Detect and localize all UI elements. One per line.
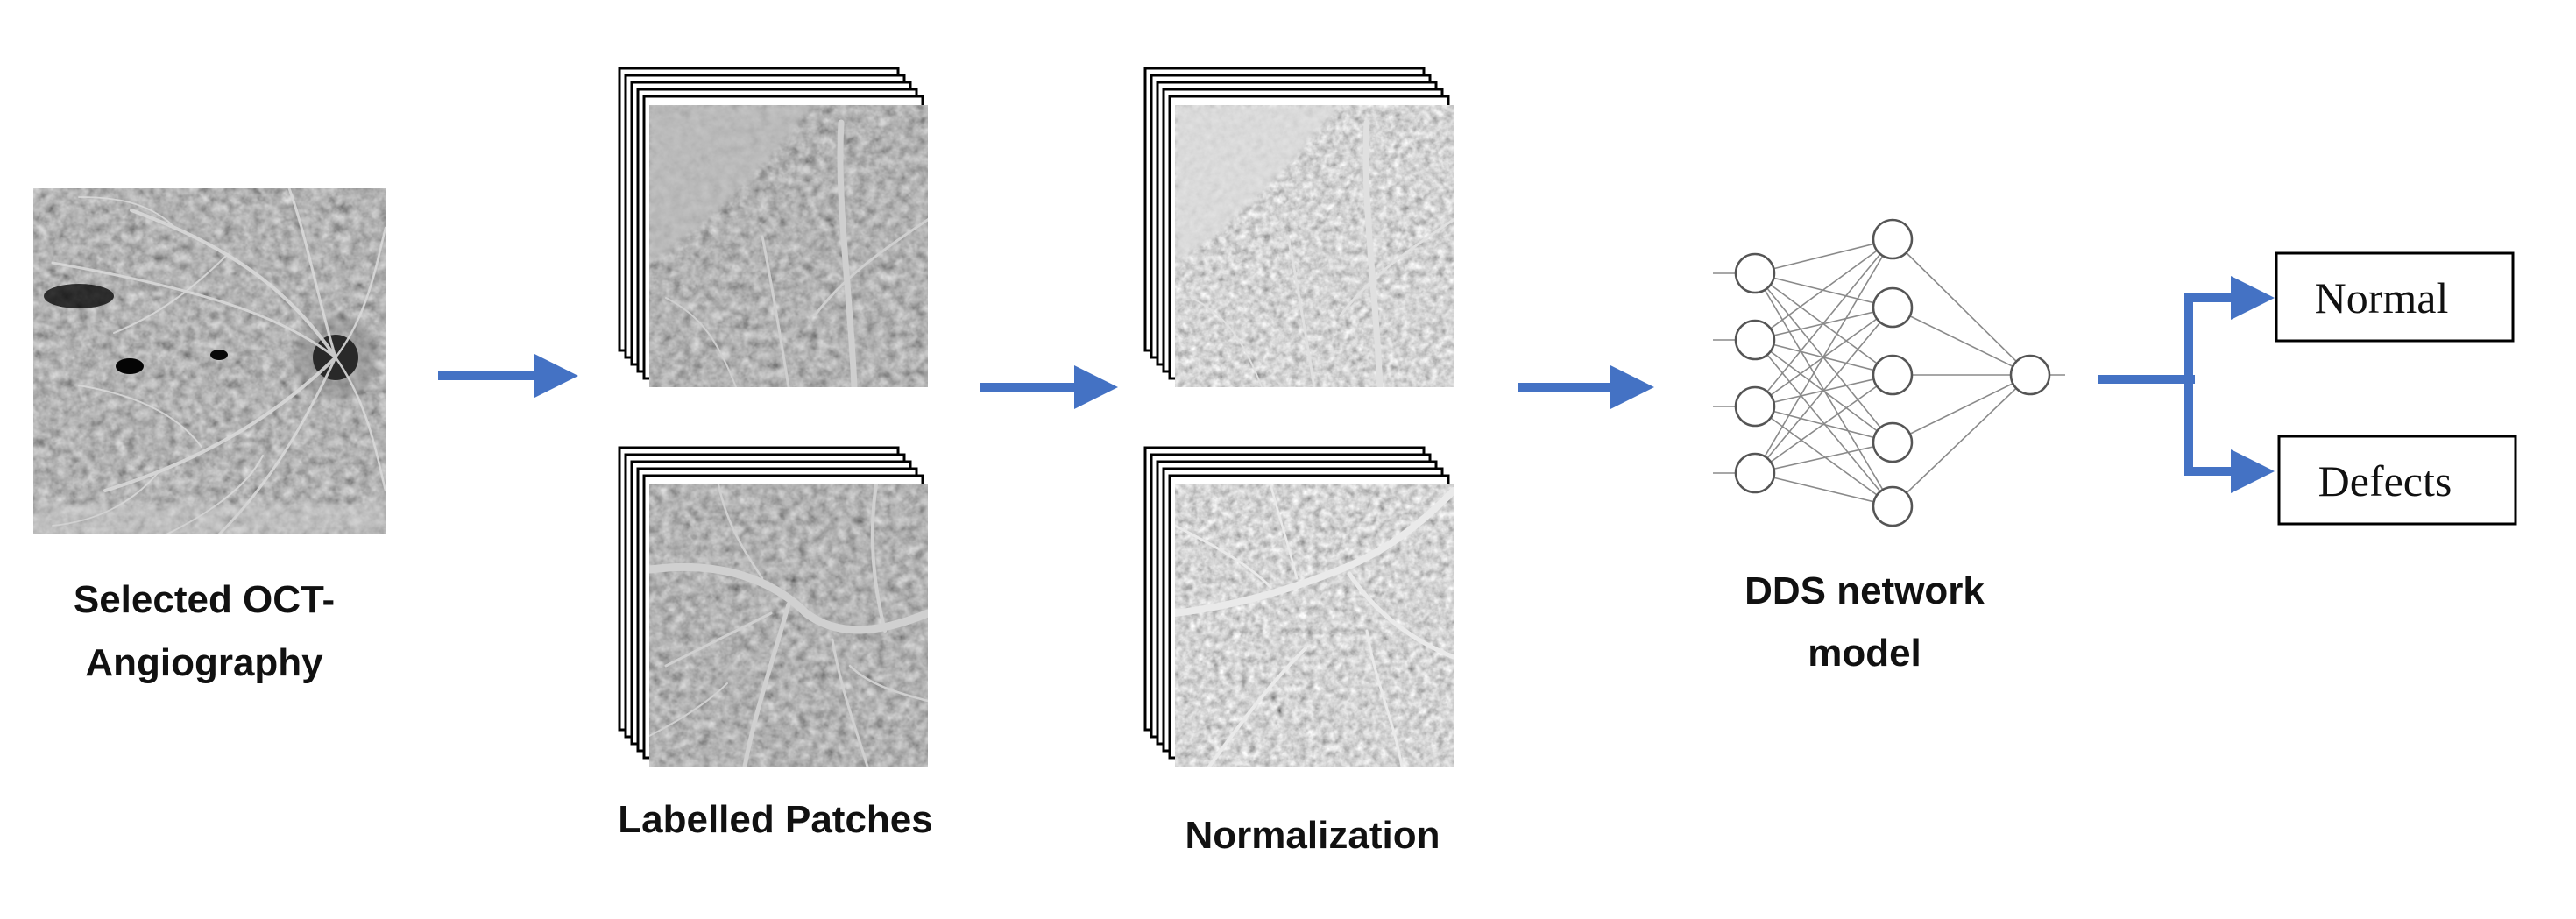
network-hidden-node (1872, 485, 1914, 527)
network-input-leads (1713, 272, 2065, 474)
network-hidden-node (1872, 421, 1914, 463)
network-edge (1892, 307, 2031, 376)
defects-class-label: Defects (2318, 456, 2452, 505)
patch-image-optic-region (649, 105, 928, 387)
network-input-node (1734, 252, 1776, 294)
network-nodes (1734, 218, 2051, 527)
model-caption-line2: model (1808, 632, 1921, 675)
patches-caption: Labelled Patches (618, 798, 932, 841)
network-hidden-node (1872, 286, 1914, 329)
network-edge (1754, 272, 1893, 308)
output-branch-arrows (2098, 276, 2275, 493)
defects-class-box: Defects (2277, 435, 2517, 526)
network-edge (1754, 442, 1893, 474)
network-edge (1754, 406, 1893, 507)
input-caption-line1: Selected OCT- (74, 578, 335, 621)
labelled-patches-stack-bottom (618, 446, 928, 767)
normalized-patches-stack-bottom (1143, 446, 1454, 767)
network-connections (1754, 238, 2031, 507)
network-edge (1754, 339, 1893, 507)
network-input-node (1734, 385, 1776, 428)
network-input-node (1734, 452, 1776, 494)
network-edge (1892, 374, 2031, 507)
network-hidden-node (1872, 218, 1914, 260)
normal-class-label: Normal (2315, 273, 2449, 322)
patch-image-vessels (649, 484, 928, 767)
normalized-image-vessels (1175, 484, 1454, 767)
network-output-node (2009, 354, 2051, 396)
input-oct-angiography-image (33, 188, 386, 534)
network-edge (1754, 238, 1893, 474)
network-edge (1754, 238, 1893, 407)
input-caption-line2: Angiography (85, 641, 323, 684)
normal-class-box: Normal (2275, 251, 2515, 343)
network-edge (1892, 238, 2031, 376)
normalized-patches-stack-top (1143, 67, 1454, 387)
dds-network-diagram (1713, 218, 2065, 527)
network-edge (1892, 374, 2031, 443)
normalization-caption: Normalization (1185, 814, 1440, 857)
labelled-patches-stack-top (618, 67, 928, 387)
network-hidden-node (1872, 354, 1914, 396)
network-edge (1754, 238, 1893, 341)
network-edge (1754, 307, 1893, 474)
normalized-image-optic-region (1175, 105, 1454, 387)
network-edge (1754, 238, 1893, 274)
model-caption-line1: DDS network (1744, 569, 1985, 612)
network-input-node (1734, 319, 1776, 361)
network-edge (1754, 472, 1893, 507)
network-edge (1754, 374, 1893, 474)
